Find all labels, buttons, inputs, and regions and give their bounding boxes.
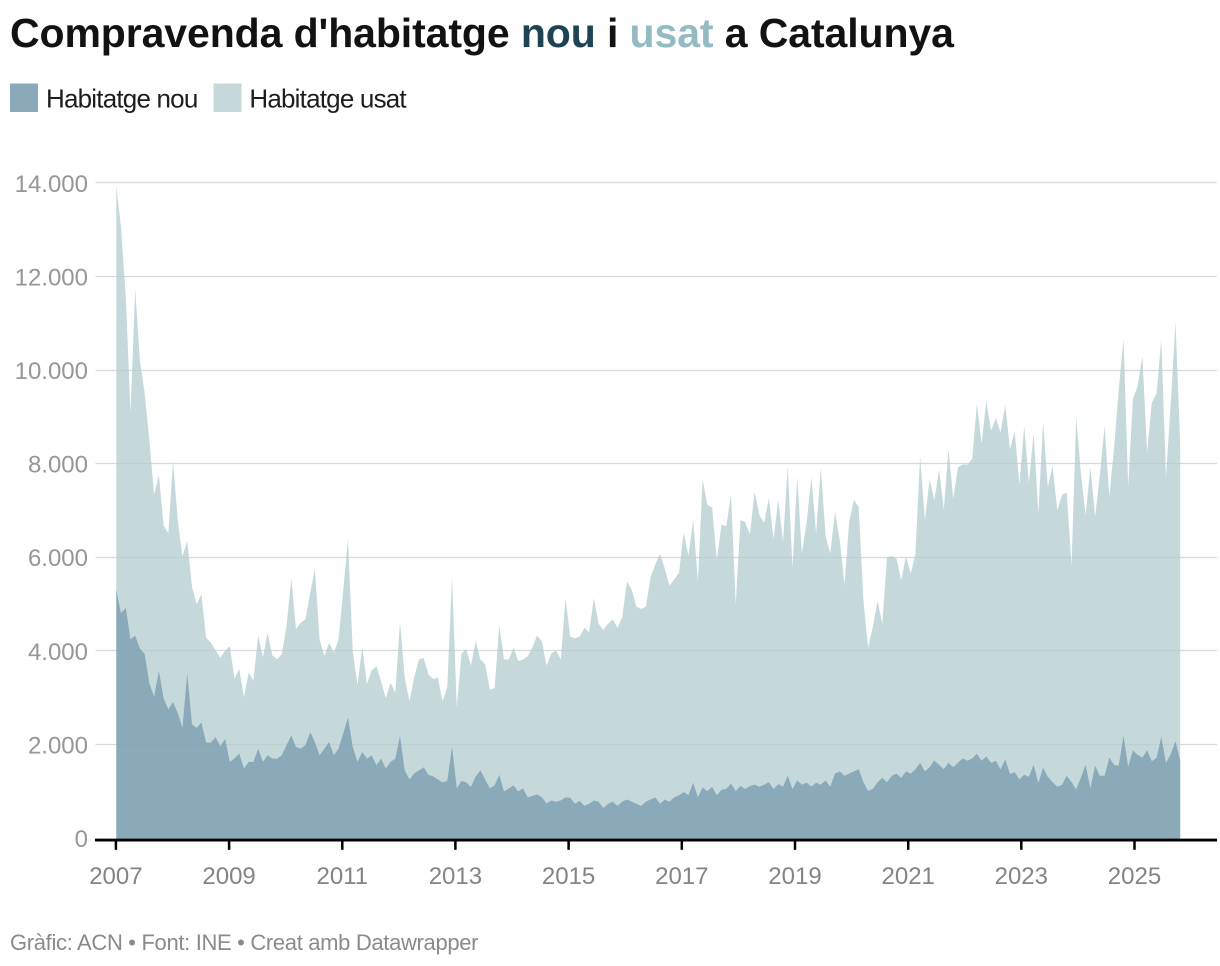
svg-text:2015: 2015 [542,863,595,890]
svg-text:2009: 2009 [202,863,255,890]
svg-text:2025: 2025 [1108,863,1161,890]
svg-text:4.000: 4.000 [28,639,88,666]
svg-text:6.000: 6.000 [28,545,88,572]
svg-text:14.000: 14.000 [15,171,88,198]
svg-text:12.000: 12.000 [15,265,88,292]
svg-text:10.000: 10.000 [15,358,88,385]
svg-text:0: 0 [75,826,88,853]
svg-text:Habitatge usat: Habitatge usat [249,83,407,113]
svg-text:Habitatge nou: Habitatge nou [46,83,198,113]
svg-text:2007: 2007 [89,863,142,890]
svg-text:2013: 2013 [429,863,482,890]
svg-text:2017: 2017 [655,863,708,890]
svg-text:Compravenda d'habitatge nou i: Compravenda d'habitatge nou i usat a Cat… [10,10,955,56]
svg-text:2021: 2021 [882,863,935,890]
svg-text:2011: 2011 [316,863,368,890]
svg-text:2023: 2023 [995,863,1048,890]
svg-text:2019: 2019 [768,863,821,890]
svg-text:2.000: 2.000 [28,732,88,759]
svg-text:8.000: 8.000 [28,452,88,479]
svg-text:Gràfic: ACN • Font: INE • Crea: Gràfic: ACN • Font: INE • Creat amb Data… [10,930,478,955]
